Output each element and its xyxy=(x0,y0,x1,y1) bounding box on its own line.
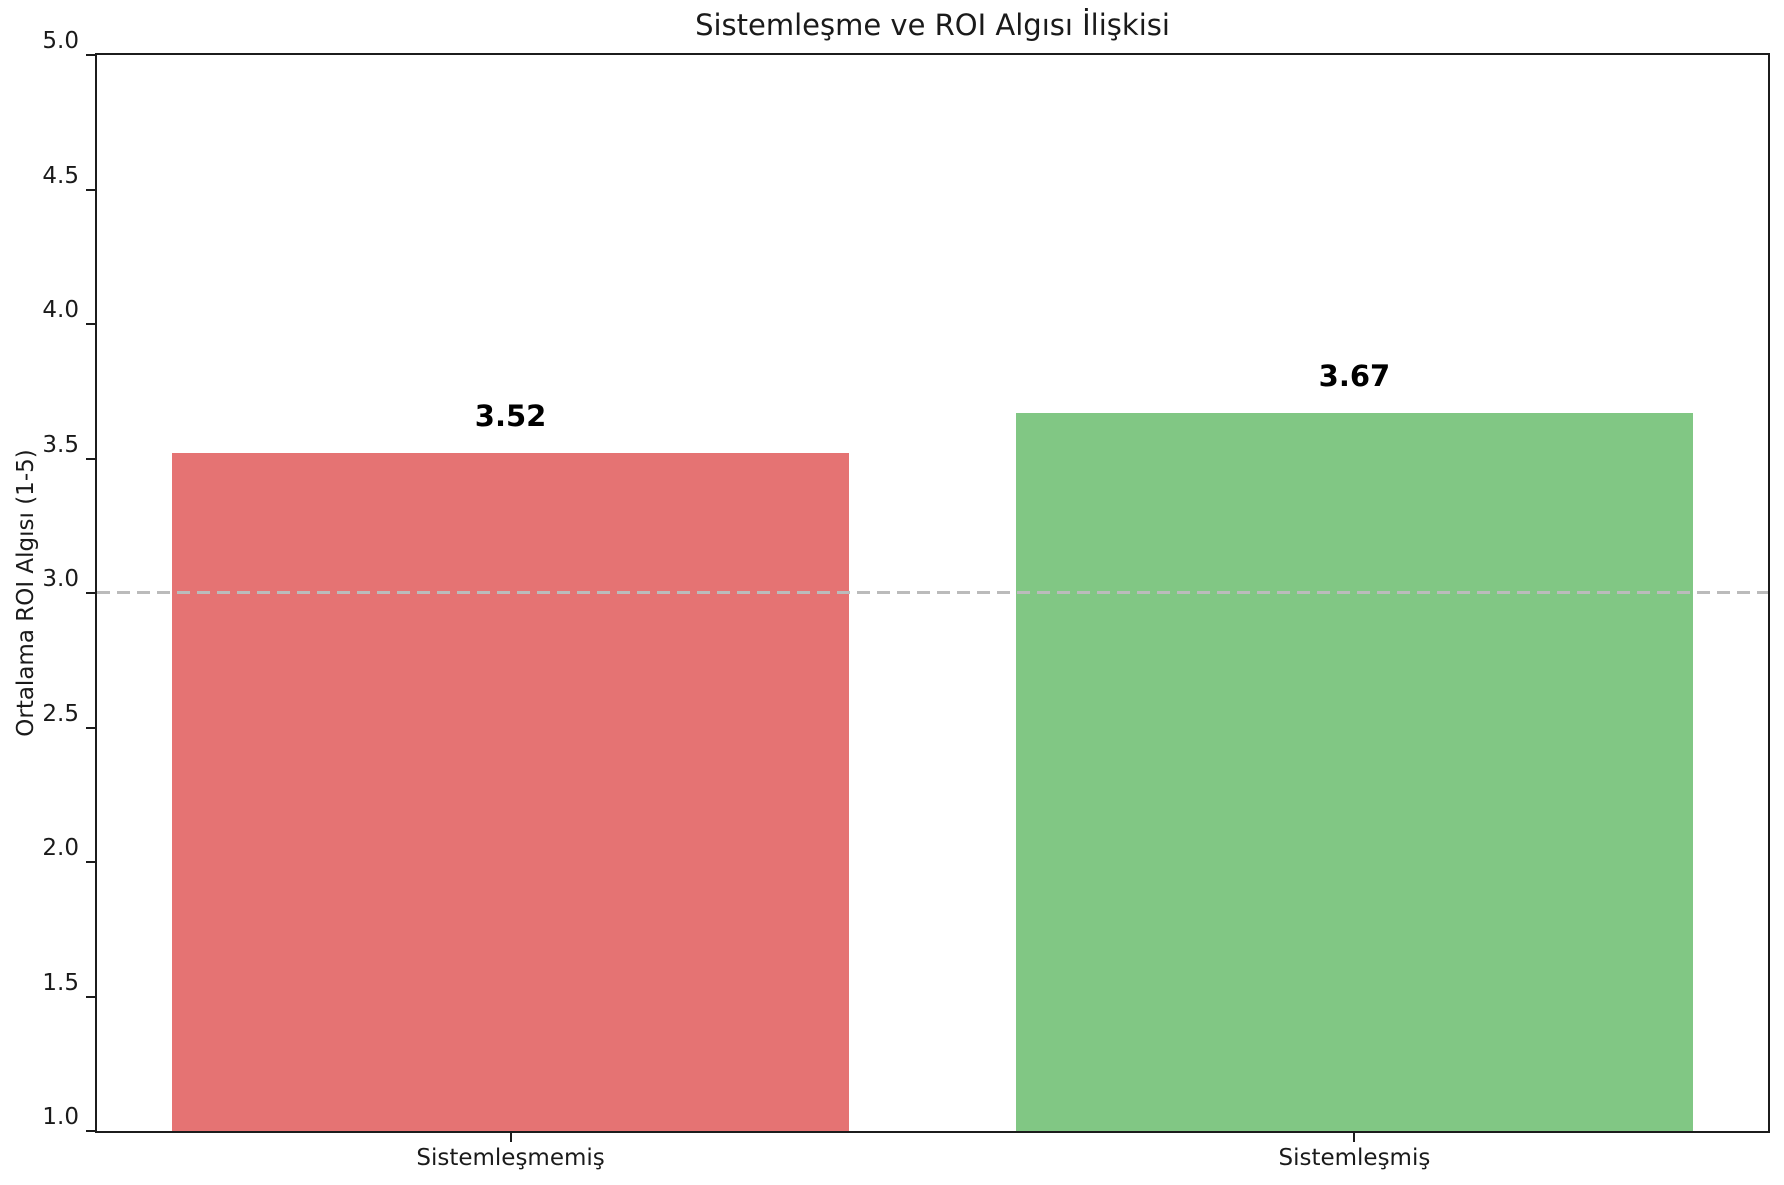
y-tick-label: 3.5 xyxy=(42,431,79,458)
x-tick-label: Sistemleşmiş xyxy=(1278,1145,1431,1171)
y-tick-mark xyxy=(86,861,95,863)
y-tick-mark xyxy=(86,323,95,325)
y-tick-mark xyxy=(86,54,95,56)
y-axis-label: Ortalama ROI Algısı (1-5) xyxy=(13,449,39,737)
chart-title: Sistemleşme ve ROI Algısı İlişkisi xyxy=(695,8,1170,42)
reference-line xyxy=(97,591,1768,594)
bar-value-label: 3.67 xyxy=(1318,358,1391,393)
x-tick-mark xyxy=(1353,1133,1356,1142)
y-tick-label: 4.0 xyxy=(42,297,79,323)
y-tick-label: 4.5 xyxy=(42,162,79,189)
bar xyxy=(1016,412,1693,1131)
y-tick-mark xyxy=(86,1130,95,1132)
plot-area: 3.52 3.67 Sistemleşmemiş Sistemleşmiş 1.… xyxy=(42,28,1770,1171)
bar-group: 3.67 xyxy=(1016,55,1693,1131)
bar-group: 3.52 xyxy=(172,55,849,1131)
bar xyxy=(172,453,849,1131)
y-tick-mark xyxy=(86,726,95,729)
y-tick-mark xyxy=(86,457,95,460)
y-tick-label: 1.5 xyxy=(42,969,79,996)
y-tick-label: 5.0 xyxy=(42,28,79,54)
y-tick-label: 3.0 xyxy=(42,566,79,592)
y-tick-label: 2.0 xyxy=(42,835,79,861)
y-tick-mark xyxy=(86,188,95,191)
x-tick-label: Sistemleşmemiş xyxy=(416,1145,605,1171)
y-tick-mark xyxy=(86,995,95,998)
y-tick-label: 2.5 xyxy=(42,700,79,727)
y-tick-label: 1.0 xyxy=(42,1104,79,1130)
x-tick-mark xyxy=(509,1133,512,1142)
y-tick-mark xyxy=(86,592,95,594)
bar-value-label: 3.52 xyxy=(474,399,547,434)
